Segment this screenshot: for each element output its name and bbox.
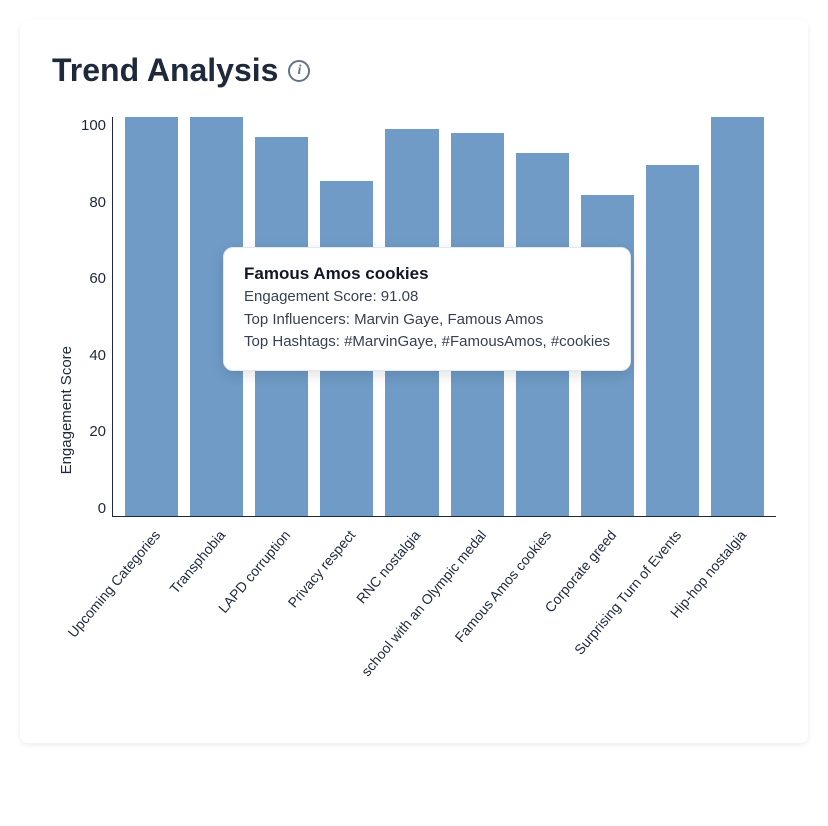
x-label-slot: Upcoming Categories <box>124 523 177 703</box>
y-tick: 0 <box>98 500 106 517</box>
chart-bar[interactable] <box>646 165 699 516</box>
x-label-slot: Privacy respect <box>320 523 373 703</box>
trend-analysis-card: Trend Analysis i Engagement Score 100 80 6… <box>20 20 808 743</box>
tooltip-title: Famous Amos cookies <box>244 264 610 284</box>
y-tick: 100 <box>81 117 106 134</box>
card-title: Trend Analysis <box>52 52 278 89</box>
chart-bar[interactable] <box>125 117 178 516</box>
tooltip-score-value: 91.08 <box>381 288 419 305</box>
tooltip-hashtags-label: Top Hashtags: <box>244 333 344 350</box>
chart-container: Engagement Score 100 80 60 40 20 0 Famous Amo… <box>52 117 776 703</box>
x-label-slot: Famous Amos cookies <box>515 523 568 703</box>
tooltip-score-label: Engagement Score: <box>244 288 381 305</box>
y-tick: 80 <box>89 194 106 211</box>
y-axis-ticks: 100 80 60 40 20 0 <box>81 117 112 517</box>
info-icon[interactable]: i <box>288 60 310 82</box>
bar-plot: Famous Amos cookies Engagement Score: 91… <box>112 117 776 517</box>
chart-bar[interactable] <box>711 117 764 516</box>
y-tick: 20 <box>89 423 106 440</box>
tooltip-influencers-line: Top Influencers: Marvin Gaye, Famous Amo… <box>244 309 610 332</box>
x-label-slot: Hip-hop nostalgia <box>711 523 764 703</box>
plot-column: Famous Amos cookies Engagement Score: 91… <box>112 117 776 703</box>
y-tick: 60 <box>89 270 106 287</box>
x-axis-labels: Upcoming CategoriesTransphobiaLAPD corru… <box>112 523 776 703</box>
y-axis-label: Engagement Score <box>52 346 81 474</box>
tooltip-influencers-value: Marvin Gaye, Famous Amos <box>354 311 543 328</box>
chart-tooltip: Famous Amos cookies Engagement Score: 91… <box>223 247 631 371</box>
y-tick: 40 <box>89 347 106 364</box>
tooltip-influencers-label: Top Influencers: <box>244 311 354 328</box>
tooltip-score-line: Engagement Score: 91.08 <box>244 286 610 309</box>
tooltip-hashtags-value: #MarvinGaye, #FamousAmos, #cookies <box>344 333 610 350</box>
x-tick-label: Upcoming Categories <box>64 527 163 640</box>
card-header: Trend Analysis i <box>52 52 776 89</box>
x-label-slot: LAPD corruption <box>254 523 307 703</box>
x-label-slot: Transphobia <box>189 523 242 703</box>
tooltip-hashtags-line: Top Hashtags: #MarvinGaye, #FamousAmos, … <box>244 331 610 354</box>
